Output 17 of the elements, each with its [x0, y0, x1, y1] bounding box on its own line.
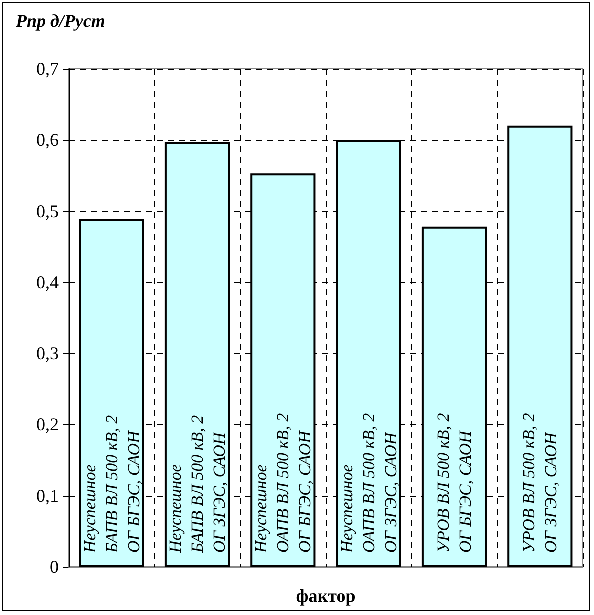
x-tick-label: Неуспешное ОАПВ ВЛ 500 кВ, 2 ОГ БГЭС, САОН: [252, 409, 315, 554]
y-tick-label: 0,6: [36, 130, 59, 150]
bar: [508, 126, 573, 567]
y-tick-label: 0,5: [36, 201, 59, 222]
x-tick-label: Неуспешное ОАПВ ВЛ 500 кВ, 2 ОГ ЗГЭС, САОН: [337, 409, 400, 554]
x-axis-title: фактор: [296, 586, 356, 606]
y-tick-label: 0: [50, 557, 59, 577]
x-tick-label: Неуспешное БАПВ ВЛ 500 кВ, 2 ОГ ЗГЭС, САОН: [166, 411, 229, 554]
x-tick-label: УРОВ ВЛ 500 кВ, 2 ОГ ЗГЭС, САОН: [520, 409, 561, 553]
y-tick-label: 0,7: [36, 59, 59, 79]
y-tick-label: 0,2: [36, 414, 59, 435]
y-tick-label: 0,3: [36, 344, 59, 364]
x-tick-label: УРОВ ВЛ 500 кВ, 2 ОГ БГЭС, САОН: [434, 409, 475, 553]
x-tick-label: Неуспешное БАПВ ВЛ 500 кВ, 2 ОГ БГЭС, САОН: [80, 411, 144, 554]
y-tick-label: 0,4: [36, 272, 59, 292]
y-tick-label: 0,1: [36, 486, 59, 506]
chart-title: Рпр д/Руст: [15, 11, 106, 31]
